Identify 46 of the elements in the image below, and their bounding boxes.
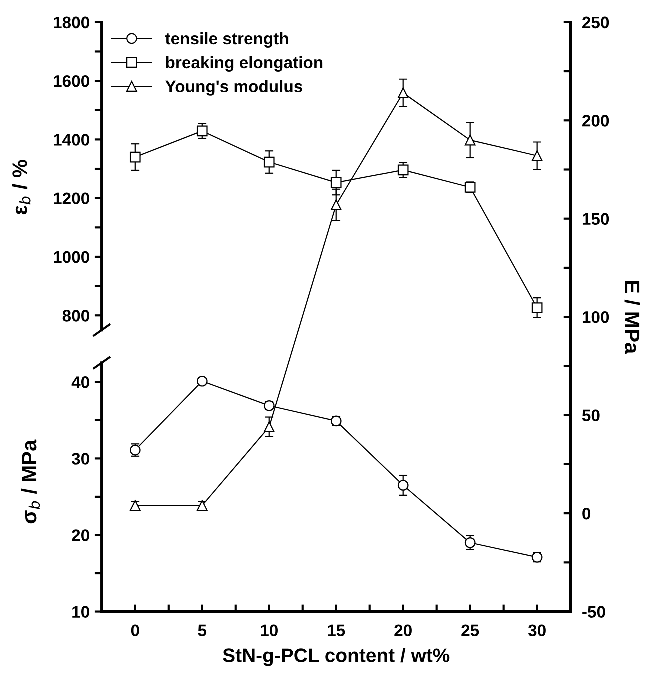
point bbox=[130, 500, 141, 512]
x-tick-label: 10 bbox=[261, 624, 278, 637]
point bbox=[130, 152, 141, 163]
y3-axis-title: ε$_{b}$ / % bbox=[12, 160, 31, 215]
y2-tick-label: 50 bbox=[582, 410, 600, 422]
x-tick-label: 0 bbox=[131, 624, 140, 637]
y3-tick-label: 1400 bbox=[54, 134, 90, 146]
y3-tick-label: 800 bbox=[62, 310, 90, 322]
point bbox=[398, 164, 409, 176]
y2-tick-label: -50 bbox=[582, 606, 606, 618]
x-tick-label: 5 bbox=[198, 624, 207, 637]
x-tick-label: 15 bbox=[328, 624, 346, 637]
point bbox=[532, 302, 543, 314]
y-tick-label: 20 bbox=[72, 530, 90, 542]
point bbox=[330, 177, 342, 188]
y3-tick-label: 1200 bbox=[54, 192, 90, 205]
legend-label: Young's modulus bbox=[166, 80, 302, 96]
point bbox=[196, 126, 208, 137]
y3-tick-label: 1800 bbox=[54, 16, 90, 29]
y2-tick-label: 100 bbox=[582, 311, 610, 324]
y-tick-label: 10 bbox=[72, 606, 90, 618]
legend-label: breaking elongation bbox=[166, 56, 323, 72]
y3-tick-label: 1000 bbox=[54, 251, 90, 264]
y2-axis-title: E / MPa bbox=[624, 281, 640, 354]
point bbox=[398, 480, 409, 491]
point bbox=[196, 500, 208, 512]
y2-tick-label: 250 bbox=[582, 16, 610, 29]
legend-label: tensile strength bbox=[165, 32, 288, 48]
y2-tick-label: 0 bbox=[582, 508, 591, 520]
x-axis-title: StN-g-PCL content / wt% bbox=[223, 648, 450, 666]
y-axis-title: σ$_{b}$ / MPa bbox=[21, 440, 40, 524]
point bbox=[464, 134, 476, 146]
point bbox=[532, 150, 543, 162]
point bbox=[264, 156, 275, 168]
x-tick-label: 25 bbox=[462, 624, 480, 637]
y3-tick-label: 1600 bbox=[54, 75, 90, 88]
point bbox=[398, 88, 409, 99]
y2-tick-label: 150 bbox=[582, 213, 610, 226]
point bbox=[330, 200, 342, 211]
point bbox=[264, 422, 275, 433]
y-tick-label: 40 bbox=[72, 376, 90, 388]
x-tick-label: 30 bbox=[528, 624, 546, 637]
point bbox=[196, 376, 208, 387]
y2-tick-label: 200 bbox=[582, 115, 610, 127]
x-tick-label: 20 bbox=[394, 624, 412, 637]
y-tick-label: 30 bbox=[72, 453, 90, 465]
